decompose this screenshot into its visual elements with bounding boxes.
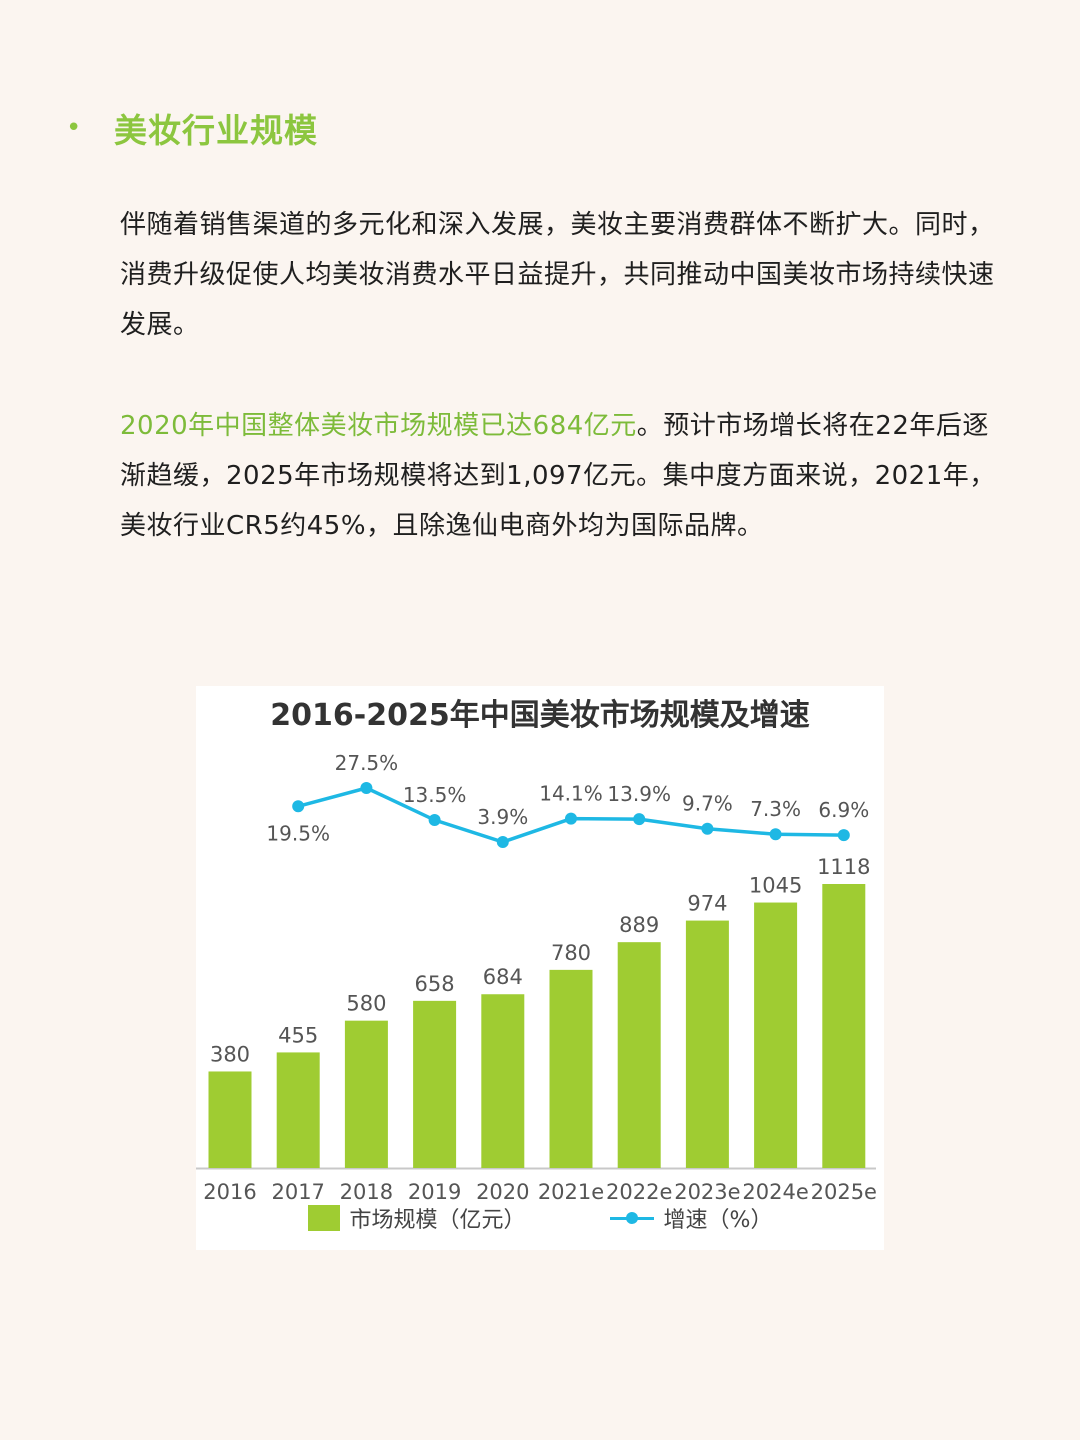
bullet-icon: • (66, 113, 82, 143)
bar-value-label: 1045 (749, 874, 802, 898)
bar-value-label: 889 (619, 913, 659, 937)
intro-paragraph: 伴随着销售渠道的多元化和深入发展，美妆主要消费群体不断扩大。同时，消费升级促使人… (120, 210, 995, 340)
growth-label: 13.5% (403, 783, 467, 807)
summary-paragraph: 2020年中国整体美妆市场规模已达684亿元。预计市场增长将在22年后逐渐趋缓，… (120, 401, 1000, 551)
bar-value-label: 974 (687, 892, 727, 916)
growth-point (769, 828, 782, 841)
bar-2018 (344, 1020, 388, 1168)
growth-point (292, 800, 305, 813)
growth-point (565, 812, 577, 825)
x-tick-label: 2017 (271, 1180, 324, 1204)
chart-legend: 市场规模（亿元） 增速（%） (196, 1202, 884, 1234)
bar-2017 (276, 1052, 320, 1168)
highlight-text: 2020年中国整体美妆市场规模已达684亿元 (120, 411, 637, 441)
growth-label: 19.5% (266, 821, 330, 845)
bar-value-label: 455 (278, 1023, 318, 1047)
bar-value-label: 780 (551, 941, 591, 965)
legend-line-swatch (609, 1205, 654, 1231)
bar-value-label: 684 (483, 965, 523, 989)
growth-label: 14.1% (539, 782, 603, 806)
x-tick-label: 2018 (340, 1180, 393, 1204)
section-header: • 美妆行业规模 (66, 104, 318, 152)
x-tick-label: 2016 (203, 1180, 256, 1204)
growth-label: 13.9% (607, 782, 671, 806)
legend-item-bars: 市场规模（亿元） (307, 1202, 526, 1234)
bar-2023e (685, 920, 729, 1168)
growth-point (633, 813, 646, 826)
x-tick-label: 2022e (606, 1180, 672, 1204)
bar-2020 (481, 994, 525, 1168)
growth-point (428, 814, 441, 827)
bar-value-label: 658 (415, 972, 455, 996)
combo-chart: 380 2016 455 2017 580 2018 658 2019 684 2020 780 20… (196, 751, 877, 1204)
legend-bar-swatch (307, 1205, 340, 1231)
x-tick-label: 2019 (408, 1180, 461, 1204)
bar-value-label: 580 (346, 992, 386, 1016)
bar-2025e (822, 884, 866, 1168)
bar-2019 (413, 1000, 457, 1168)
legend-bar-label: 市场规模（亿元） (349, 1208, 526, 1233)
growth-label: 9.7% (682, 792, 733, 816)
growth-label: 3.9% (477, 805, 528, 829)
x-tick-label: 2021e (538, 1180, 604, 1204)
growth-label: 6.9% (818, 798, 869, 822)
bar-2021e (549, 969, 593, 1168)
bar-2022e (617, 942, 661, 1168)
chart-title: 2016-2025年中国美妆市场规模及增速 (270, 698, 810, 733)
growth-point (837, 829, 850, 842)
growth-label: 27.5% (335, 751, 399, 775)
growth-point (360, 782, 373, 794)
bar-value-label: 380 (210, 1042, 250, 1066)
bar-value-label: 1118 (817, 855, 870, 879)
growth-point (701, 822, 714, 835)
summary-text: 。预计市场增长将在22年后逐渐趋缓，2025年市场规模将达到1,097亿元。集中… (120, 411, 996, 541)
growth-point (496, 836, 509, 848)
section-title: 美妆行业规模 (114, 111, 318, 150)
legend-line-label: 增速（%） (663, 1208, 773, 1233)
x-tick-label: 2020 (476, 1180, 529, 1204)
bar-2016 (208, 1071, 252, 1168)
x-tick-label: 2023e (674, 1180, 740, 1204)
bar-2024e (754, 902, 798, 1168)
chart-card: 2016-2025年中国美妆市场规模及增速 380 2016 455 2017 580 2… (196, 686, 884, 1250)
x-tick-label: 2025e (811, 1180, 877, 1204)
legend-item-line: 增速（%） (609, 1202, 773, 1234)
x-tick-label: 2024e (742, 1180, 808, 1204)
growth-label: 7.3% (750, 797, 801, 821)
